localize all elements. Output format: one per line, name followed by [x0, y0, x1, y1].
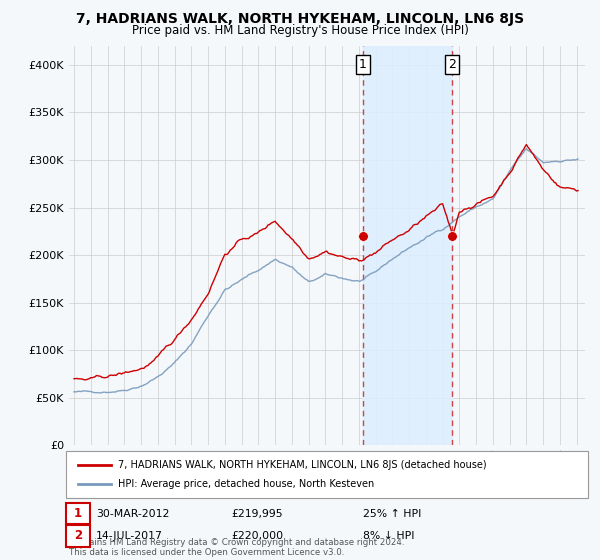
- Text: 2: 2: [448, 58, 455, 71]
- Text: 2: 2: [74, 529, 82, 543]
- Text: 30-MAR-2012: 30-MAR-2012: [96, 508, 169, 519]
- Text: 7, HADRIANS WALK, NORTH HYKEHAM, LINCOLN, LN6 8JS (detached house): 7, HADRIANS WALK, NORTH HYKEHAM, LINCOLN…: [118, 460, 487, 470]
- Text: Price paid vs. HM Land Registry's House Price Index (HPI): Price paid vs. HM Land Registry's House …: [131, 24, 469, 37]
- Bar: [363, 46, 452, 445]
- Text: 1: 1: [74, 507, 82, 520]
- Text: 14-JUL-2017: 14-JUL-2017: [96, 531, 163, 541]
- Text: £219,995: £219,995: [231, 508, 283, 519]
- Text: 7, HADRIANS WALK, NORTH HYKEHAM, LINCOLN, LN6 8JS: 7, HADRIANS WALK, NORTH HYKEHAM, LINCOLN…: [76, 12, 524, 26]
- Text: 1: 1: [359, 58, 367, 71]
- Text: HPI: Average price, detached house, North Kesteven: HPI: Average price, detached house, Nort…: [118, 479, 374, 489]
- Text: 8% ↓ HPI: 8% ↓ HPI: [363, 531, 415, 541]
- Text: 25% ↑ HPI: 25% ↑ HPI: [363, 508, 421, 519]
- Text: £220,000: £220,000: [231, 531, 283, 541]
- Text: Contains HM Land Registry data © Crown copyright and database right 2024.
This d: Contains HM Land Registry data © Crown c…: [69, 538, 404, 557]
